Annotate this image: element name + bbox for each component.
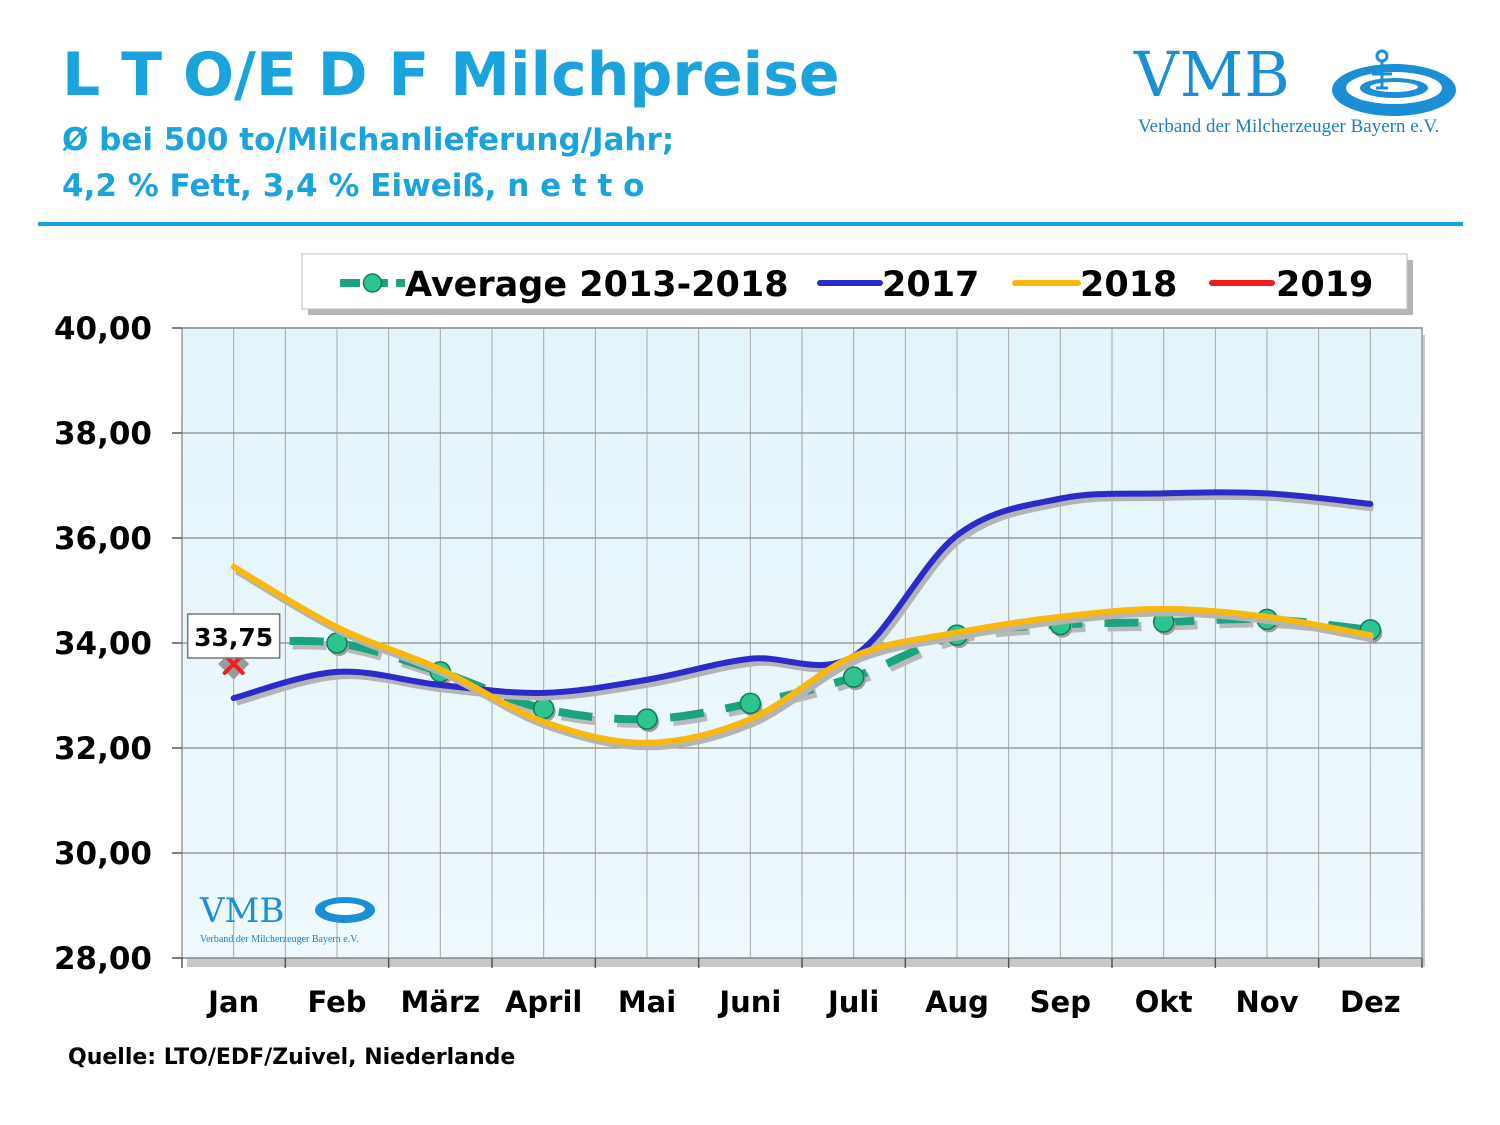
- legend-item: Average 2013-2018: [340, 265, 789, 305]
- x-tick-label: Nov: [1235, 985, 1298, 1019]
- series-2017: [230, 489, 1374, 706]
- legend-label: Average 2013-2018: [405, 265, 789, 305]
- x-tick-label: Mai: [618, 985, 676, 1019]
- subtitle-delivery: Ø bei 500 to/Milchanlieferung/Jahr;: [62, 122, 675, 158]
- series-line-shadow: [235, 492, 1374, 706]
- data-point: [532, 697, 555, 720]
- subtitle-composition: 4,2 % Fett, 3,4 % Eiweiß, n e t t o: [62, 168, 645, 204]
- y-tick-label: 34,00: [54, 626, 152, 662]
- vmb-logo: VMB Verband der Milcherzeuger Bayern e.V…: [1130, 38, 1470, 148]
- x-tick-label: Aug: [925, 985, 989, 1019]
- series-line: [230, 563, 1374, 746]
- axes: 28,00 30,00 32,00 34,00 36,00 38,00 40,00 Jan Fe…: [54, 311, 1423, 1019]
- x-tick-label: Sep: [1030, 985, 1091, 1019]
- legend-item: 2017: [817, 265, 979, 305]
- x-tick-label: April: [505, 985, 582, 1019]
- y-tick-label: 32,00: [54, 731, 152, 767]
- watermark-logo: VMB Verband der Milcherzeuger Bayern e.V…: [199, 891, 375, 945]
- data-label: 33,75: [194, 623, 273, 652]
- y-tick-label: 40,00: [54, 311, 152, 347]
- y-tick-label: 38,00: [54, 416, 152, 452]
- logo-emblem-icon: [1332, 49, 1456, 116]
- data-point: [636, 708, 658, 730]
- legend: Average 2013-2018 2017 2018 2019: [301, 253, 1413, 315]
- data-point: [739, 692, 762, 715]
- y-tick-label: 30,00: [54, 836, 152, 872]
- x-tick-label: Feb: [307, 985, 366, 1019]
- series-2018: [230, 563, 1374, 751]
- x-tick-label: Okt: [1135, 985, 1193, 1019]
- x-tick-label: Juni: [717, 985, 781, 1019]
- logo-text: VMB: [1134, 38, 1291, 111]
- watermark-subtitle: Verband der Milcherzeuger Bayern e.V.: [200, 934, 359, 945]
- data-label-box: [186, 613, 281, 659]
- header-divider: [38, 222, 1463, 226]
- source-note: Quelle: LTO/EDF/Zuivel, Niederlande: [68, 1045, 516, 1070]
- x-tick-label: Jan: [206, 985, 259, 1019]
- data-point: [842, 666, 865, 688]
- legend-marker: [362, 273, 383, 293]
- legend-label: 2017: [882, 265, 979, 305]
- legend-item: 2018: [1012, 265, 1177, 305]
- legend-label: 2018: [1080, 265, 1177, 305]
- y-tick-label: 28,00: [54, 941, 152, 977]
- x-tick-label: Dez: [1340, 985, 1401, 1019]
- x-tick-label: Juli: [826, 985, 879, 1019]
- watermark-text: VMB: [199, 891, 284, 931]
- page-title: L T O/E D F Milchpreise: [62, 40, 840, 110]
- x-tick-label: März: [401, 985, 481, 1019]
- legend-item: 2019: [1209, 265, 1373, 305]
- legend-label: 2019: [1276, 265, 1373, 305]
- logo-subtitle: Verband der Milcherzeuger Bayern e.V.: [1138, 116, 1440, 137]
- series-line: [230, 489, 1374, 702]
- annotations: 33,75: [186, 613, 281, 659]
- y-tick-label: 36,00: [54, 521, 152, 557]
